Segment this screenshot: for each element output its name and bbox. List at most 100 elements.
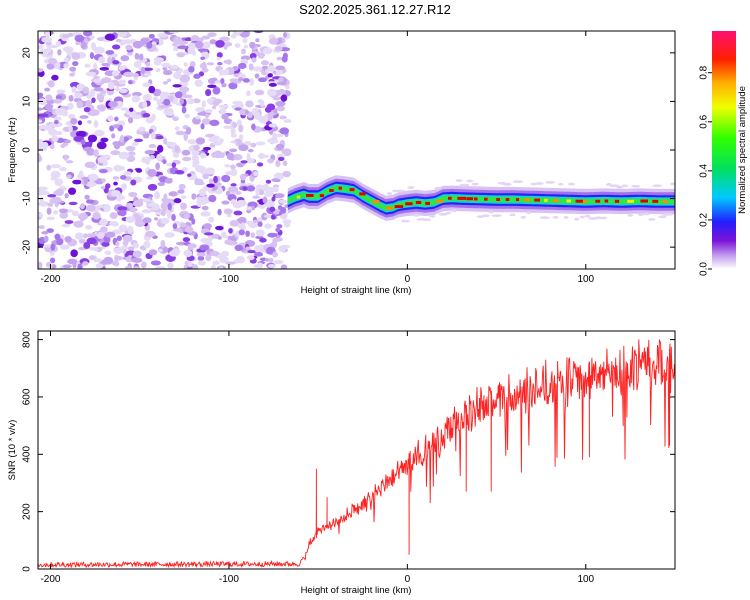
snr-panel: -200 -100 0 100 0 200 400 600 800 Height of str… — [7, 330, 676, 596]
spectrogram-noise-blob — [103, 256, 114, 265]
spectrogram-noise-blob — [44, 87, 51, 92]
spectrogram-noise-blob — [203, 146, 212, 151]
spectrogram-noise-blob — [248, 63, 254, 71]
spectrogram-halo-blob — [584, 214, 591, 218]
spectrogram-noise-blob — [93, 149, 99, 158]
spectrogram-noise-blob — [219, 256, 229, 264]
spectrogram-noise-blob — [125, 145, 136, 152]
spectrogram-noise-blob — [232, 100, 243, 105]
spectrogram-halo-blob — [471, 182, 479, 186]
spectrogram-noise-blob — [104, 231, 116, 238]
spectrogram-noise-blob — [64, 139, 71, 144]
spectrogram-noise-blob — [93, 75, 101, 80]
spectrogram-noise-blob — [82, 31, 93, 37]
spectrogram-noise-blob — [245, 220, 255, 225]
spectrogram-noise-blob — [217, 236, 222, 240]
spectrogram-y-label: Frequency (Hz) — [7, 117, 18, 182]
spectrogram-noise-blob — [251, 123, 256, 131]
spectrogram-noise-blob — [201, 35, 211, 40]
spectrogram-noise-blob — [112, 260, 118, 266]
spectrogram-noise-blob — [191, 150, 200, 156]
spectrogram-noise-blob — [268, 257, 274, 263]
spectrogram-noise-blob — [160, 217, 170, 225]
spectrogram-noise-blob — [57, 49, 62, 56]
spectrogram-noise-blob — [253, 66, 263, 72]
spectrogram-noise-blob — [271, 196, 276, 202]
spectrogram-noise-blob — [238, 77, 244, 82]
spectrogram-noise-blob — [216, 56, 221, 61]
spectrogram-noise-blob — [239, 182, 247, 187]
colorbar-tick-label: 0.8 — [699, 65, 710, 79]
spectrogram-noise-blob — [264, 258, 269, 262]
spectrogram-noise-blob — [85, 71, 97, 77]
spectrogram-noise-blob — [85, 181, 97, 188]
spectrogram-noise-blob — [44, 103, 54, 110]
spectrogram-noise-blob — [275, 193, 285, 199]
spectrogram-noise-blob — [111, 70, 120, 77]
spectrogram-noise-blob — [115, 39, 122, 43]
spectrogram-noise-blob — [254, 112, 261, 117]
spectrogram-noise-blob — [142, 100, 148, 109]
spectrogram-noise-blob — [117, 31, 128, 38]
spectrogram-noise-blob — [108, 101, 118, 108]
spectrogram-noise-blob — [71, 52, 81, 60]
spectrogram-noise-blob — [113, 181, 118, 186]
spectrogram-noise-blob — [229, 148, 238, 153]
spectrogram-noise-blob — [238, 144, 249, 152]
spectrogram-noise-blob — [142, 112, 151, 118]
spectrogram-noise-blob — [100, 226, 108, 233]
spectrogram-noise-blob — [120, 55, 130, 62]
spectrogram-noise-blob — [110, 150, 121, 156]
spectrogram-noise-blob — [176, 52, 186, 58]
spectrogram-noise-blob — [47, 202, 54, 207]
spectrogram-noise-blob — [60, 143, 66, 148]
spectrogram-halo-blob — [466, 179, 474, 183]
spectrogram-noise-blob — [67, 258, 78, 265]
spectrogram-noise-blob — [38, 212, 43, 218]
spectrogram-peak-mark — [627, 199, 635, 203]
spectrogram-noise-blob — [79, 115, 89, 119]
spectrogram-noise-blob — [38, 92, 44, 98]
spectrogram-noise-blob — [211, 105, 217, 110]
spectrogram-noise-blob — [120, 183, 127, 191]
snr-y-tick-label: 800 — [22, 331, 33, 348]
spectrogram-noise-blob — [259, 237, 267, 243]
spectrogram-noise-blob — [191, 218, 196, 225]
spectrogram-peak-mark — [614, 199, 620, 203]
spectrogram-noise-blob — [156, 153, 163, 161]
spectrogram-halo-blob — [438, 212, 448, 216]
spectrogram-noise-blob — [166, 112, 175, 116]
spectrogram-noise-blob — [45, 94, 53, 101]
spectrogram-noise-blob — [112, 60, 120, 65]
spectrogram-peak-mark — [415, 201, 422, 205]
spectrogram-noise-blob — [42, 124, 53, 131]
spectrogram-noise-blob — [87, 111, 99, 116]
spectrogram-noise-blob — [77, 213, 89, 221]
spectrogram-noise-blob — [256, 162, 264, 167]
spectrogram-noise-blob — [160, 202, 169, 211]
spectrogram-noise-blob — [236, 199, 247, 207]
spectrogram-halo-blob — [481, 214, 490, 218]
spectrogram-halo-blob — [412, 213, 420, 217]
spectrogram-noise-blob — [119, 135, 125, 143]
spectrogram-noise-blob — [201, 67, 209, 73]
spectrogram-noise-blob — [46, 164, 51, 171]
spectrogram-noise-blob — [150, 131, 156, 140]
spectrogram-noise-blob — [205, 167, 216, 175]
snr-x-tick-label: -100 — [219, 574, 239, 585]
spectrogram-noise-blob — [73, 92, 83, 99]
spectrogram-noise-blob — [82, 261, 89, 266]
spectrogram-noise-blob — [138, 53, 144, 61]
spectrogram-noise-blob — [146, 176, 153, 180]
spectrogram-noise-blob — [199, 244, 210, 251]
spectrogram-noise-blob — [132, 250, 142, 258]
spectrogram-noise-blob — [241, 48, 246, 55]
spectrogram-peak-mark — [319, 194, 325, 198]
spectrogram-noise-blob — [230, 133, 237, 138]
spectrogram-noise-blob — [93, 87, 104, 92]
spectrogram-noise-blob — [118, 209, 127, 217]
spectrogram-noise-blob — [154, 266, 166, 269]
spectrogram-noise-blob — [38, 119, 43, 124]
spectrogram-peak-mark — [575, 199, 584, 203]
spectrogram-noise-blob — [125, 216, 136, 223]
